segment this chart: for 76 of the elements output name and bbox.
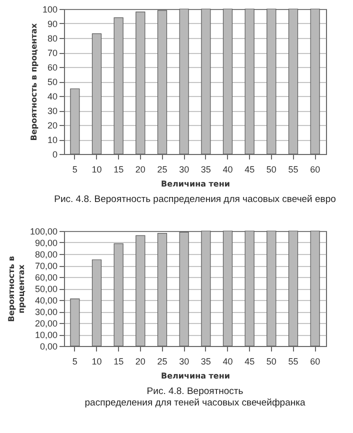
- y-tick-label: 10: [47, 135, 58, 145]
- x-tick-label: 10: [92, 164, 102, 174]
- y-tick-label: 100: [42, 4, 58, 14]
- x-tick-label: 45: [244, 356, 255, 366]
- bar: [179, 8, 189, 154]
- y-tick-label: 50: [47, 77, 58, 87]
- y-tick-label: 80: [47, 34, 58, 44]
- y-tick-label: 0: [52, 150, 58, 160]
- y-tick-label: 90,00: [34, 238, 58, 248]
- bar: [201, 8, 211, 154]
- bar: [244, 230, 254, 346]
- y-tick-label: 90: [47, 19, 58, 29]
- y-tick-label: 30,00: [34, 307, 58, 317]
- x-tick-label: 45: [244, 164, 255, 174]
- x-tick-label: 50: [266, 164, 276, 174]
- x-tick-label: 35: [200, 356, 211, 366]
- bar: [157, 233, 168, 346]
- bar: [136, 12, 146, 154]
- y-axis-title: Вероятность в процентах: [29, 22, 38, 141]
- text: Рис. 4.8. Вероятность распределения для часовых свечей евро: [54, 194, 336, 205]
- bar: [70, 298, 80, 346]
- x-tick-label: 5: [72, 356, 78, 366]
- bar: [222, 8, 233, 154]
- y-tick-label: 100,00: [30, 226, 58, 236]
- x-tick-label: 55: [288, 356, 298, 366]
- bar: [179, 232, 189, 346]
- x-tick-label: 60: [310, 164, 320, 174]
- x-tick-label: 25: [157, 356, 168, 366]
- y-tick-label: 0,00: [40, 342, 58, 352]
- bar: [244, 8, 254, 154]
- x-tick-label: 5: [72, 164, 78, 174]
- x-tick-label: 40: [222, 164, 233, 174]
- bar: [288, 230, 298, 346]
- bar: [222, 230, 233, 346]
- y-tick-label: 70: [47, 48, 58, 58]
- x-tick-label: 35: [200, 164, 211, 174]
- x-tick-label: 50: [266, 356, 276, 366]
- x-tick-label: 10: [92, 356, 102, 366]
- x-tick-label: 30: [179, 356, 190, 366]
- x-tick-label: 25: [157, 164, 168, 174]
- bar: [70, 88, 80, 154]
- x-tick-label: 40: [222, 356, 233, 366]
- bar: [157, 10, 168, 154]
- x-tick-label: 15: [114, 164, 124, 174]
- x-tick-label: 15: [114, 356, 124, 366]
- bar: [266, 8, 276, 154]
- bar: [114, 17, 124, 154]
- y-tick-label: 50,00: [34, 284, 58, 294]
- y-tick-label: 30: [47, 106, 58, 116]
- y-tick-label: 80,00: [34, 250, 58, 260]
- y-tick-label: 60,00: [34, 272, 58, 282]
- bar: [136, 235, 146, 346]
- text: Рис. 4.8. Вероятность распределения для теней часовых свечейфранка: [84, 386, 306, 408]
- bar: [310, 230, 320, 346]
- y-axis-title: Вероятность в процентах: [6, 256, 26, 322]
- y-tick-label: 70,00: [34, 261, 58, 271]
- y-tick-label: 20,00: [34, 318, 58, 328]
- y-tick-label: 20: [47, 120, 58, 130]
- bar: [310, 8, 320, 154]
- x-tick-label: 55: [288, 164, 298, 174]
- bar: [92, 259, 102, 346]
- x-tick-label: 20: [135, 356, 146, 366]
- bar: [288, 8, 298, 154]
- bar: [92, 33, 102, 154]
- y-tick-label: 40: [47, 92, 58, 102]
- y-tick-label: 60: [47, 62, 58, 72]
- y-tick-label: 10,00: [34, 330, 58, 340]
- bar: [201, 230, 211, 346]
- x-axis-title: Величина тени: [161, 372, 230, 380]
- bar: [114, 243, 124, 346]
- bar: [266, 230, 276, 346]
- x-tick-label: 20: [135, 164, 146, 174]
- x-tick-label: 60: [310, 356, 320, 366]
- x-tick-label: 30: [179, 164, 190, 174]
- x-axis-title: Величина тени: [161, 180, 230, 188]
- y-tick-label: 40,00: [34, 296, 58, 306]
